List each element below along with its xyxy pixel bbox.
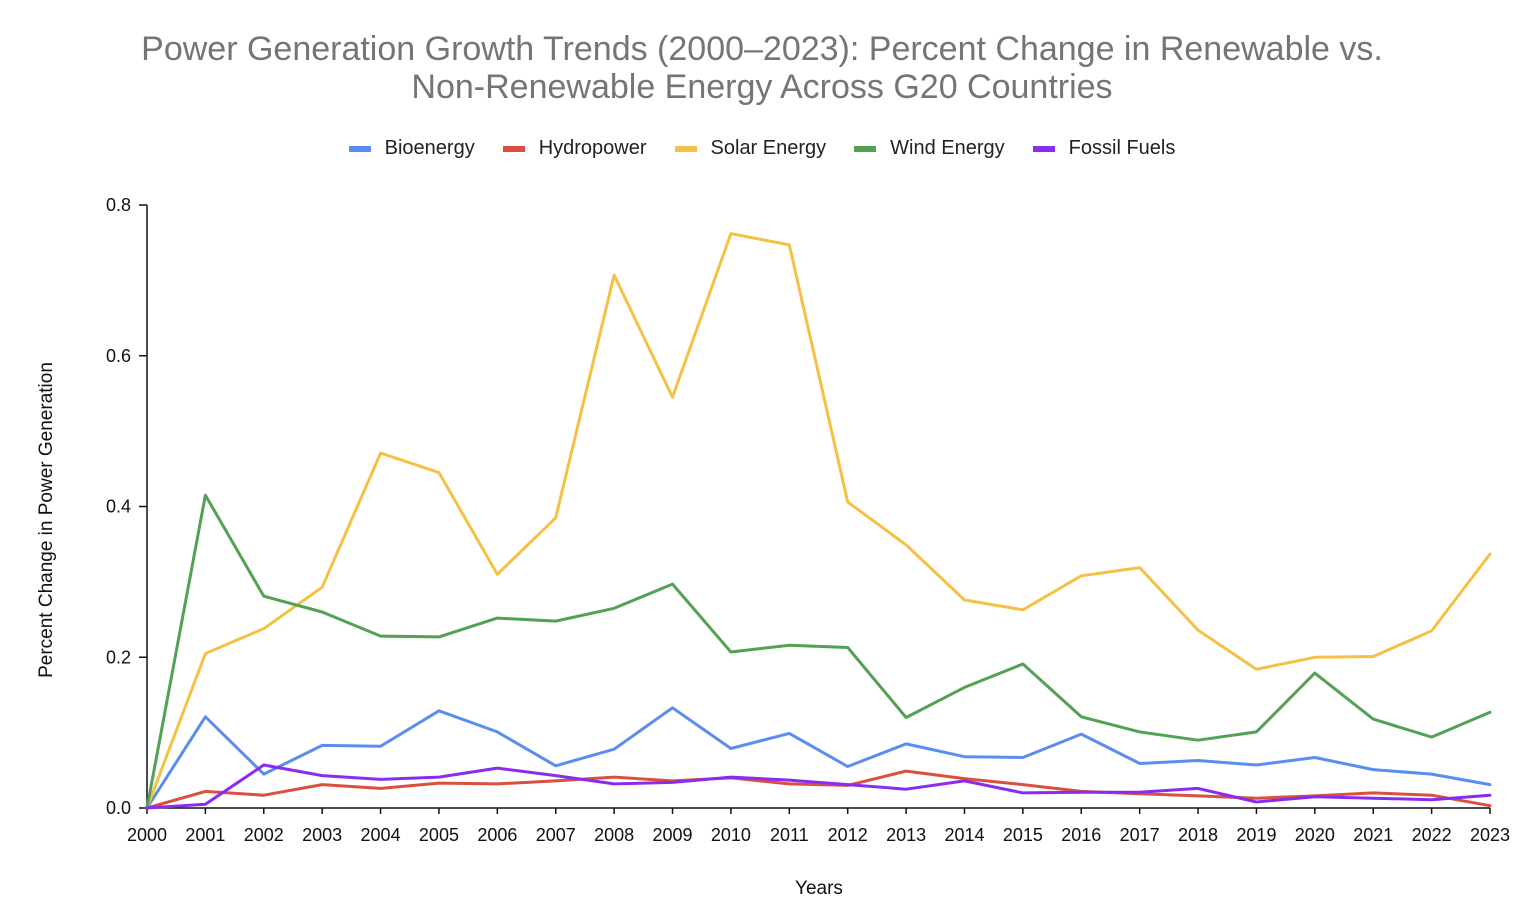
x-tick-label: 2011 [770, 825, 809, 845]
x-tick-label: 2022 [1412, 825, 1452, 845]
x-tick-label: 2010 [711, 825, 751, 845]
y-axis-title: Percent Change in Power Generation [36, 362, 57, 678]
chart-axes: 0.0 0.2 0.4 0.6 0.8 2000 2001 2002 2003 2004 2005 2… [106, 195, 1510, 845]
legend-swatch [674, 145, 697, 152]
x-tick-label: 2001 [185, 825, 225, 845]
legend-swatch [1032, 145, 1055, 152]
legend-label: Solar Energy [710, 137, 827, 159]
x-tick-label: 2012 [828, 825, 868, 845]
legend-swatch [348, 145, 371, 152]
x-tick-label: 2014 [944, 825, 984, 845]
series-line-bioenergy [145, 706, 1492, 810]
x-tick-label: 2005 [419, 825, 459, 845]
legend-label: Bioenergy [384, 137, 475, 159]
series-line-solar-energy [145, 232, 1492, 810]
x-tick-label: 2018 [1178, 825, 1218, 845]
x-tick-label: 2013 [886, 825, 926, 845]
x-tick-label: 2017 [1120, 825, 1160, 845]
x-tick-label: 2016 [1061, 825, 1101, 845]
x-tick-label: 2023 [1470, 825, 1510, 845]
x-tick-label: 2008 [594, 825, 634, 845]
x-tick-label: 2019 [1236, 825, 1276, 845]
series-line-hydropower [145, 769, 1492, 810]
x-tick-label: 2006 [477, 825, 517, 845]
legend-label: Fossil Fuels [1068, 137, 1176, 159]
chart-series-lines [145, 232, 1492, 810]
legend-item-wind-energy[interactable]: Wind Energy [854, 137, 1005, 160]
legend-swatch [502, 145, 525, 152]
chart-title-line-2: Non-Renewable Energy Across G20 Countrie… [411, 68, 1113, 106]
x-tick-label: 2015 [1003, 825, 1043, 845]
legend-swatch [854, 145, 877, 152]
series-line-wind-energy [145, 493, 1492, 810]
series-line-fossil-fuels [145, 763, 1492, 810]
legend-item-solar-energy[interactable]: Solar Energy [674, 137, 827, 160]
x-tick-label: 2004 [361, 825, 401, 845]
x-tick-label: 2009 [652, 825, 692, 845]
x-tick-label: 2002 [244, 825, 284, 845]
legend-item-fossil-fuels[interactable]: Fossil Fuels [1032, 137, 1176, 160]
x-tick-label: 2020 [1295, 825, 1335, 845]
y-tick-label: 0.8 [106, 195, 131, 215]
legend-item-hydropower[interactable]: Hydropower [502, 137, 647, 160]
x-axis-title: Years [795, 878, 843, 899]
chart-title-line-1: Power Generation Growth Trends (2000–202… [141, 30, 1383, 68]
y-tick-label: 0.6 [106, 346, 131, 366]
y-tick-label: 0.4 [106, 497, 131, 517]
legend-label: Hydropower [538, 137, 647, 159]
chart-title: Power Generation Growth Trends (2000–202… [0, 30, 1524, 106]
y-tick-label: 0.0 [106, 798, 131, 818]
x-tick-label: 2003 [302, 825, 342, 845]
x-tick-label: 2021 [1353, 825, 1393, 845]
legend-label: Wind Energy [890, 137, 1005, 159]
y-tick-label: 0.2 [106, 647, 131, 667]
x-tick-label: 2000 [127, 825, 167, 845]
legend-item-bioenergy[interactable]: Bioenergy [348, 137, 475, 160]
chart-legend: Bioenergy Hydropower Solar Energy Wind Ener… [0, 137, 1524, 160]
x-tick-label: 2007 [536, 825, 576, 845]
